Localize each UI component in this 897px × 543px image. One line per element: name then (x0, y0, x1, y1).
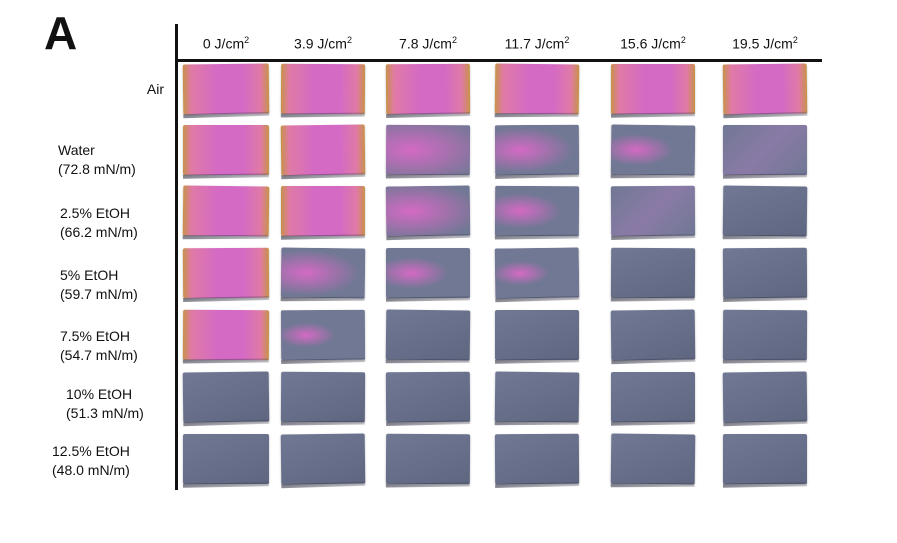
sample-r1-c5 (723, 125, 807, 175)
column-header-5: 19.5 J/cm2 (710, 35, 820, 52)
column-header-superscript: 2 (451, 35, 457, 45)
column-header-value: 19.5 J/cm (732, 35, 793, 52)
panel-letter: A (44, 7, 78, 59)
sample-r0-c2 (385, 63, 471, 115)
sample-r6-c0 (183, 434, 269, 484)
sample-r4-c3 (495, 310, 579, 360)
column-header-value: 0 J/cm (202, 35, 245, 52)
sample-r0-c1 (280, 63, 366, 115)
sample-r5-c0 (182, 371, 270, 423)
row-label-line1: 5% EtOH (60, 267, 119, 283)
sample-r6-c3 (494, 433, 580, 485)
sample-r5-c4 (611, 372, 695, 422)
sample-r3-c1 (280, 247, 366, 299)
row-label-line1: Water (58, 142, 95, 158)
sample-r0-c5 (722, 63, 808, 115)
column-header-value: 7.8 J/cm (399, 35, 452, 52)
sample-r3-c5 (722, 247, 808, 299)
sample-r0-c3 (494, 63, 580, 115)
column-header-superscript: 2 (680, 35, 686, 45)
row-label-4: 7.5% EtOH (54.7 mN/m) (60, 327, 192, 365)
column-header-value: 15.6 J/cm (620, 35, 681, 52)
row-label-6: 12.5% EtOH (48.0 mN/m) (52, 442, 184, 480)
sample-r1-c2 (385, 124, 471, 176)
sample-r1-c3 (494, 124, 580, 176)
sample-r2-c3 (494, 185, 580, 237)
sample-r4-c1 (280, 309, 366, 361)
column-header-superscript: 2 (244, 35, 250, 45)
column-header-superscript: 2 (564, 35, 570, 45)
sample-r1-c1 (280, 124, 366, 176)
sample-r6-c2 (385, 433, 471, 485)
row-label-line2: (72.8 mN/m) (58, 161, 136, 177)
sample-r2-c1 (281, 186, 365, 236)
row-label-line1: 7.5% EtOH (60, 328, 131, 344)
row-label-line1: 10% EtOH (66, 386, 133, 402)
sample-r3-c3 (494, 247, 580, 299)
column-header-3: 11.7 J/cm2 (482, 35, 592, 52)
column-header-1: 3.9 J/cm2 (268, 35, 378, 52)
row-label-line2: (51.3 mN/m) (66, 405, 144, 421)
sample-r3-c2 (386, 248, 470, 298)
column-header-4: 15.6 J/cm2 (598, 35, 708, 52)
row-label-line1: Air (146, 81, 164, 97)
row-label-3: 5% EtOH (59.7 mN/m) (60, 266, 192, 304)
sample-r3-c0 (182, 247, 270, 299)
row-label-line2: (48.0 mN/m) (52, 462, 130, 478)
sample-r4-c5 (722, 309, 808, 361)
sample-r0-c0 (182, 63, 270, 115)
row-label-2: 2.5% EtOH (66.2 mN/m) (60, 204, 192, 242)
sample-r2-c0 (182, 185, 270, 237)
column-header-2: 7.8 J/cm2 (373, 35, 483, 52)
sample-r4-c4 (610, 309, 696, 361)
row-label-line2: (66.2 mN/m) (60, 224, 138, 240)
row-label-1: Water (72.8 mN/m) (58, 141, 190, 179)
sample-r2-c2 (385, 185, 471, 237)
sample-r2-c4 (610, 185, 696, 237)
sample-r0-c4 (611, 64, 695, 114)
row-label-0: Air (30, 80, 164, 99)
column-header-superscript: 2 (346, 35, 352, 45)
row-label-line1: 12.5% EtOH (52, 443, 130, 459)
sample-r5-c5 (722, 371, 808, 423)
row-label-line1: 2.5% EtOH (60, 205, 131, 221)
sample-r5-c3 (494, 371, 580, 423)
sample-r4-c2 (385, 309, 471, 361)
sample-r6-c1 (280, 433, 366, 485)
sample-r1-c0 (183, 125, 269, 175)
sample-r5-c2 (385, 371, 471, 423)
sample-r3-c4 (610, 247, 696, 299)
row-label-line2: (59.7 mN/m) (60, 286, 138, 302)
column-header-value: 11.7 J/cm (504, 35, 565, 52)
column-header-superscript: 2 (792, 35, 798, 45)
sample-r5-c1 (280, 371, 366, 423)
column-header-0: 0 J/cm2 (171, 35, 281, 52)
vertical-axis-line (175, 24, 178, 490)
row-label-5: 10% EtOH (51.3 mN/m) (66, 385, 198, 423)
sample-r6-c4 (610, 433, 696, 485)
sample-r1-c4 (610, 124, 696, 176)
column-header-value: 3.9 J/cm (294, 35, 347, 52)
sample-r6-c5 (723, 434, 807, 484)
sample-r4-c0 (182, 309, 270, 361)
row-label-line2: (54.7 mN/m) (60, 347, 138, 363)
sample-r2-c5 (722, 185, 808, 237)
horizontal-axis-line (176, 59, 822, 62)
